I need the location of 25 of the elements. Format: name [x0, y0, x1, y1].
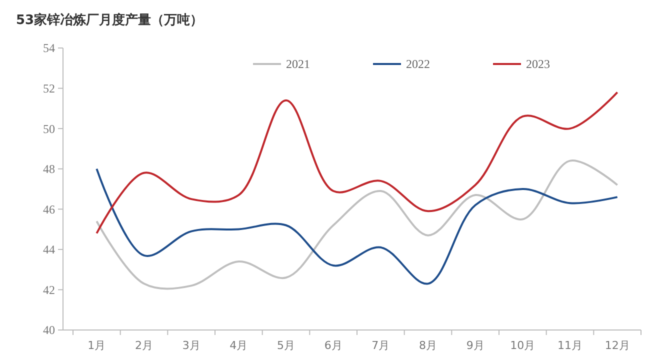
y-tick-label: 50 [43, 122, 55, 136]
x-tick-label: 4月 [230, 339, 248, 352]
y-tick-label: 48 [43, 162, 55, 176]
legend-label: 2022 [406, 57, 430, 72]
x-tick-label: 12月 [604, 339, 630, 352]
x-tick-label: 11月 [558, 339, 582, 352]
x-tick-label: 9月 [466, 339, 484, 352]
x-tick-label: 3月 [182, 339, 200, 352]
y-tick-label: 46 [43, 202, 55, 216]
legend-label: 2023 [526, 57, 550, 72]
x-tick-label: 7月 [372, 339, 390, 352]
x-tick-label: 10月 [510, 339, 536, 352]
x-tick-label: 2月 [135, 339, 153, 352]
x-tick-label: 8月 [419, 339, 437, 352]
line-series [96, 91, 618, 234]
chart-title: 53家锌冶炼厂月度产量（万吨） [16, 12, 204, 28]
y-tick-label: 44 [43, 242, 55, 257]
y-tick-label: 54 [43, 41, 55, 56]
x-tick-label: 5月 [277, 339, 295, 352]
x-tick-label: 1月 [88, 339, 106, 352]
y-tick-label: 40 [43, 323, 55, 338]
legend-label: 2021 [286, 57, 310, 72]
y-tick-label: 42 [43, 282, 55, 297]
y-tick-label: 52 [43, 81, 55, 96]
x-tick-label: 6月 [324, 339, 342, 352]
